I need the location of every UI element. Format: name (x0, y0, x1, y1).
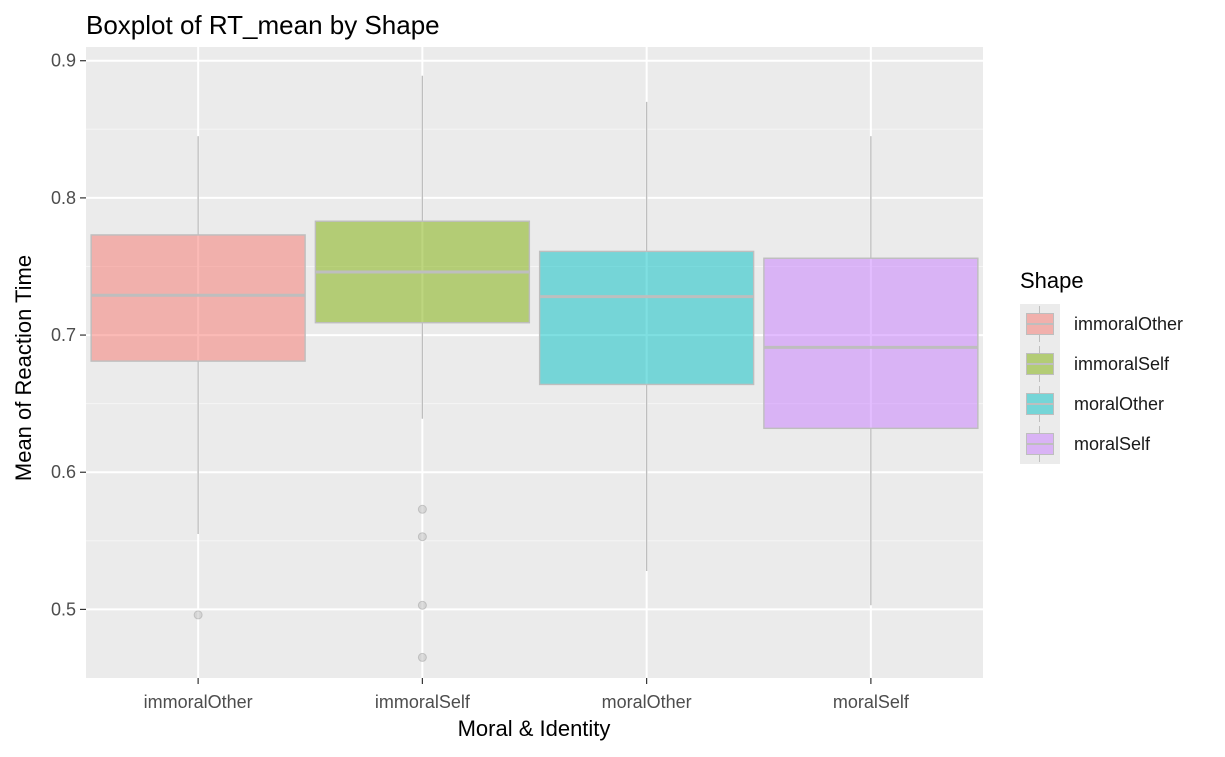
legend-title: Shape (1020, 268, 1084, 293)
y-tick-label: 0.8 (51, 188, 76, 208)
legend-items: immoralOther immoralSelf moralOther moralSe… (1020, 304, 1183, 464)
x-tick-label: moralOther (602, 692, 692, 712)
x-tick-label: immoralSelf (375, 692, 471, 712)
legend-key (1020, 344, 1060, 384)
legend-label: moralOther (1074, 393, 1165, 414)
y-tick-label: 0.7 (51, 325, 76, 345)
box-iqr (90, 234, 306, 362)
outlier-point (417, 600, 427, 610)
box-immoralSelf (314, 75, 531, 662)
legend: Shape immoralOther immoralSelf moralOther m… (1020, 268, 1183, 464)
x-axis-label: Moral & Identity (457, 716, 611, 741)
legend-item-moralOther: moralOther (1020, 384, 1183, 424)
box-iqr (538, 250, 755, 386)
legend-label: immoralOther (1074, 313, 1184, 334)
legend-key (1020, 384, 1060, 424)
legend-item-moralSelf: moralSelf (1020, 424, 1183, 464)
outlier-point (193, 610, 203, 620)
x-tick-label: moralSelf (833, 692, 910, 712)
chart-title: Boxplot of RT_mean by Shape (86, 10, 440, 40)
box-iqr (763, 257, 979, 430)
x-tick-label: immoralOther (144, 692, 253, 712)
axes: 0.5 0.6 0.7 0.8 0.9 immoralOther immoralSelf mo… (51, 51, 910, 712)
legend-item-immoralSelf: immoralSelf (1020, 344, 1183, 384)
box-moralOther (538, 101, 755, 572)
legend-label: immoralSelf (1074, 353, 1170, 374)
legend-key (1020, 424, 1060, 464)
box-immoralOther (90, 136, 306, 620)
boxes (90, 75, 979, 662)
outlier-point (417, 532, 427, 542)
legend-key (1020, 304, 1060, 344)
legend-label: moralSelf (1074, 433, 1151, 454)
outlier-point (417, 504, 427, 514)
y-axis-label: Mean of Reaction Time (11, 254, 36, 482)
y-tick-label: 0.6 (51, 462, 76, 482)
box-moralSelf (763, 136, 979, 606)
y-tick-label: 0.9 (51, 51, 76, 71)
legend-item-immoralOther: immoralOther (1020, 304, 1183, 344)
y-tick-label: 0.5 (51, 599, 76, 619)
outlier-point (417, 652, 427, 662)
